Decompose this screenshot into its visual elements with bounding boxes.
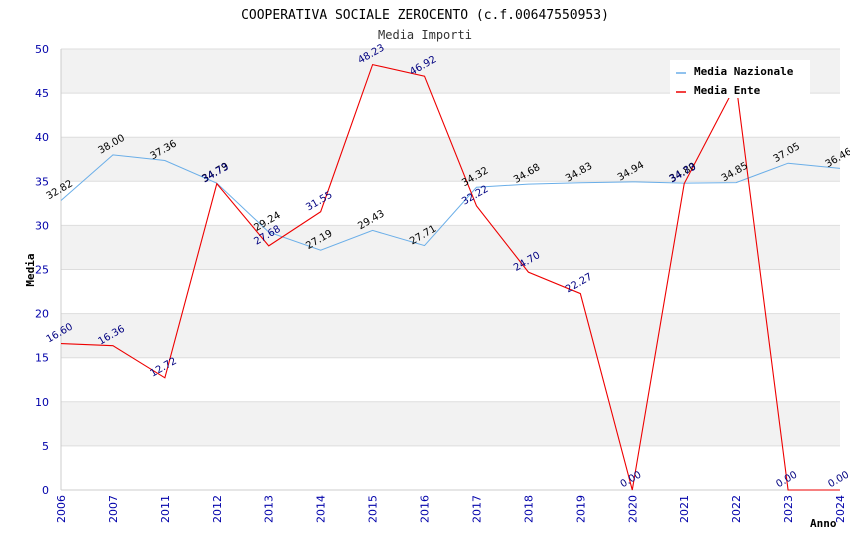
x-axis-label: Anno xyxy=(810,517,837,530)
y-tick-label: 30 xyxy=(35,219,49,232)
series-line-nazionale xyxy=(60,154,841,251)
y-axis-ticks: 0 5 10 15 20 25 30 35 40 45 50 xyxy=(35,43,49,497)
x-tick-label: 2019 xyxy=(574,495,587,523)
grid-band xyxy=(61,137,840,182)
grid-band xyxy=(61,445,840,490)
y-tick-label: 50 xyxy=(35,43,49,56)
x-tick-label: 2016 xyxy=(419,495,432,523)
series-lines xyxy=(60,63,841,491)
y-tick-label: 45 xyxy=(35,87,49,100)
y-tick-label: 40 xyxy=(35,131,49,144)
y-tick-label: 15 xyxy=(35,352,49,365)
legend-box xyxy=(670,60,810,98)
grid-lines xyxy=(60,48,840,491)
grid-band xyxy=(61,225,840,270)
x-tick-label: 2006 xyxy=(55,495,68,523)
y-tick-label: 10 xyxy=(35,396,49,409)
chart-title: COOPERATIVA SOCIALE ZEROCENTO (c.f.00647… xyxy=(241,8,609,23)
x-tick-label: 2015 xyxy=(367,495,380,523)
x-tick-label: 2024 xyxy=(834,495,847,523)
grid-band xyxy=(61,313,840,358)
legend-label-nazionale: Media Nazionale xyxy=(694,65,794,78)
x-tick-label: 2020 xyxy=(626,495,639,523)
x-tick-label: 2011 xyxy=(159,495,172,523)
x-axis-ticks: 2006 2007 2011 2012 2013 2014 2015 2016 2017 2018… xyxy=(55,495,847,523)
grid-band xyxy=(61,401,840,446)
x-tick-label: 2007 xyxy=(107,495,120,523)
chart-subtitle: Media Importi xyxy=(378,28,472,42)
x-tick-label: 2014 xyxy=(315,495,328,523)
x-tick-label: 2017 xyxy=(470,495,483,523)
y-tick-label: 20 xyxy=(35,308,49,321)
y-tick-label: 35 xyxy=(35,175,49,188)
grid-band xyxy=(61,181,840,226)
series-line-ente xyxy=(60,63,840,491)
grid-bands xyxy=(61,49,840,490)
x-tick-label: 2022 xyxy=(730,495,743,523)
grid-band xyxy=(61,269,840,314)
legend: Media Nazionale Media Ente xyxy=(670,60,810,98)
y-axis-label: Media xyxy=(24,253,37,286)
x-tick-label: 2018 xyxy=(522,495,535,523)
y-tick-label: 25 xyxy=(35,264,49,277)
x-tick-label: 2023 xyxy=(782,495,795,523)
x-tick-label: 2021 xyxy=(678,495,691,523)
y-tick-label: 5 xyxy=(42,440,49,453)
x-tick-label: 2012 xyxy=(211,495,224,523)
y-tick-label: 0 xyxy=(42,484,49,497)
x-tick-label: 2013 xyxy=(263,495,276,523)
legend-label-ente: Media Ente xyxy=(694,84,761,97)
grid-band xyxy=(61,93,840,138)
grid-band xyxy=(61,357,840,402)
